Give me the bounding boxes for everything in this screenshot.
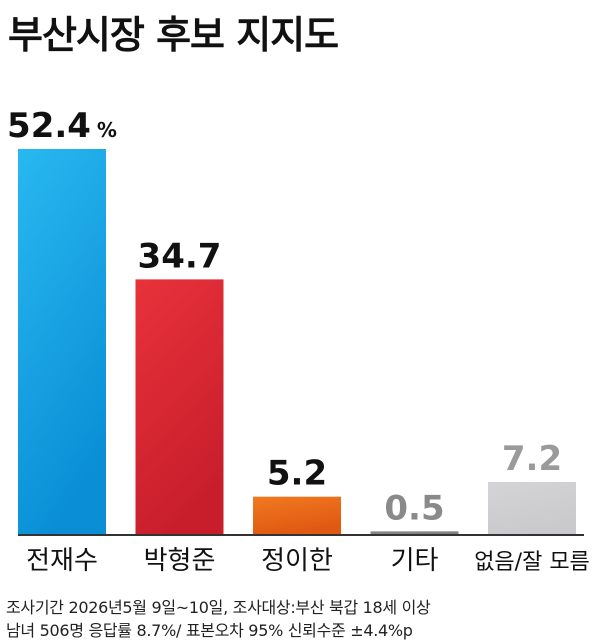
bar-chart: 52.4 % 전재수 34.7 박형준 5.2 정이한 0.5 기타 7.2 없음/잘 모름 bbox=[7, 106, 590, 576]
value-label-4: 0.5 bbox=[384, 488, 444, 528]
bar-2 bbox=[135, 279, 224, 535]
footnote-sample-info: 남녀 506명 응답률 8.7%/ 표본오차 95% 신뢰수준 ±4.4%p bbox=[6, 621, 413, 640]
labels-group: 52.4 % 전재수 34.7 박형준 5.2 정이한 0.5 기타 7.2 없음/잘 모름 bbox=[7, 106, 590, 576]
category-label-2: 박형준 bbox=[144, 546, 216, 576]
bars-group bbox=[18, 149, 576, 535]
bar-1 bbox=[18, 149, 106, 535]
category-label-3: 정이한 bbox=[261, 546, 333, 576]
value-label-1: 52.4% bbox=[7, 106, 117, 146]
chart-title: 부산시장 후보 지지도 bbox=[8, 13, 339, 57]
category-label-1: 전재수 bbox=[26, 546, 98, 576]
bar-4 bbox=[370, 531, 459, 535]
bar-5 bbox=[488, 481, 576, 535]
unit-label: % bbox=[97, 118, 117, 142]
footnote-survey-period: 조사기간 2026년5월 9일~10일, 조사대상:부산 북갑 18세 이상 bbox=[6, 598, 431, 617]
category-label-5: 없음/잘 모름 bbox=[474, 550, 590, 575]
value-label-2: 34.7 bbox=[138, 236, 222, 276]
value-label-3: 5.2 bbox=[267, 454, 327, 494]
value-label-5: 7.2 bbox=[502, 439, 562, 479]
category-label-4: 기타 bbox=[391, 546, 439, 576]
bar-3 bbox=[253, 496, 341, 535]
